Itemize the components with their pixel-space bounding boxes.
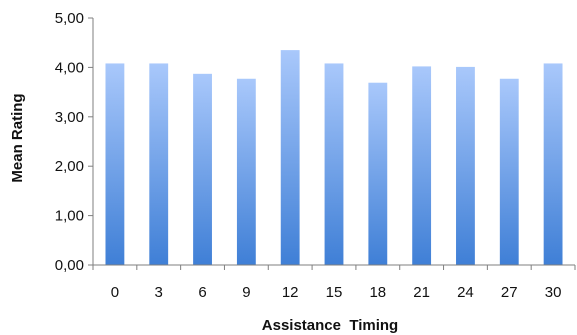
bar-30	[543, 63, 563, 266]
y-tick-label: 0,00	[55, 257, 84, 274]
y-tick-label: 3,00	[55, 109, 84, 126]
x-tick-label: 6	[198, 284, 206, 301]
bar-15	[324, 63, 344, 266]
x-tick-label: 15	[326, 284, 343, 301]
bar-18	[368, 82, 388, 266]
bar-6	[193, 73, 212, 265]
x-tick-label: 18	[369, 284, 386, 301]
x-tick-label: 9	[242, 284, 250, 301]
y-tick-label: 4,00	[55, 59, 84, 76]
x-tick-label: 24	[457, 284, 474, 301]
bars-group	[105, 50, 563, 266]
x-tick-label: 0	[111, 284, 119, 301]
x-axis-title: Assistance Timing	[262, 317, 398, 334]
y-tick-label: 5,00	[55, 10, 84, 27]
bar-3	[149, 63, 169, 266]
bar-12	[280, 50, 300, 265]
bar-9	[236, 78, 256, 265]
bar-27	[499, 78, 519, 265]
y-tick-label: 1,00	[55, 208, 84, 225]
y-tick-label: 2,00	[55, 158, 84, 175]
y-axis-title: Mean Rating	[9, 93, 26, 182]
x-tick-label: 12	[282, 284, 299, 301]
bar-24	[456, 66, 475, 265]
axes-group	[88, 17, 576, 270]
bar-0	[105, 63, 125, 266]
tick-labels-group: 0,00 1,00 2,00 3,00 4,00 5,00 0 3 6 9 12 15 18 21 24 27…	[55, 10, 562, 301]
x-tick-label: 3	[155, 284, 163, 301]
x-tick-label: 30	[545, 284, 562, 301]
x-tick-label: 27	[501, 284, 518, 301]
bar-21	[412, 66, 432, 265]
x-tick-label: 21	[413, 284, 430, 301]
